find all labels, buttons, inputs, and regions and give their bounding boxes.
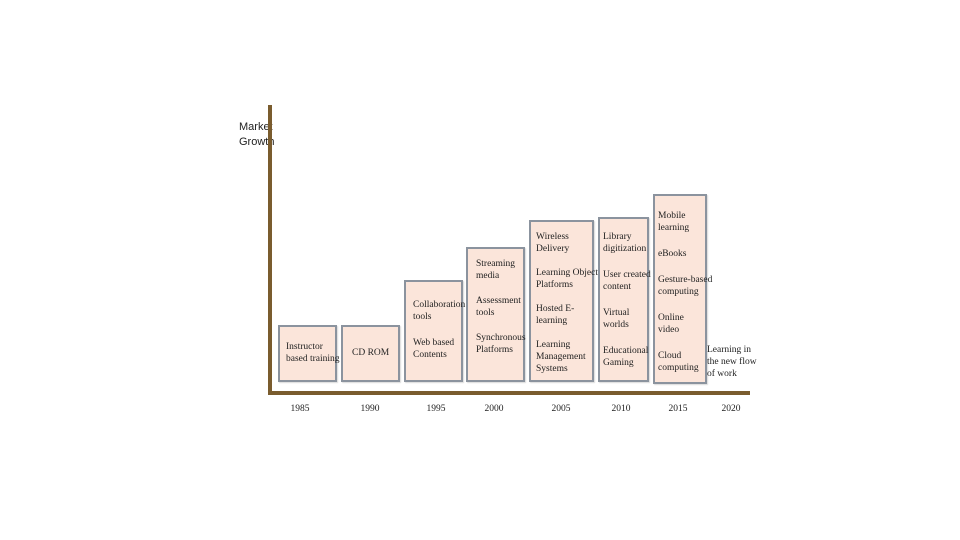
technology-item-line: Wireless [536, 232, 569, 242]
technology-item: Wireless Delivery [536, 231, 587, 255]
technology-item-line: media [476, 271, 500, 281]
year-tick-label: 2010 [611, 404, 631, 414]
technology-item-line: CD ROM [352, 348, 390, 358]
technology-item-line: User created [603, 270, 651, 280]
technology-item-line: Learning [536, 340, 571, 350]
technology-item: Synchronous Platforms [476, 332, 526, 356]
technology-item-line: Platforms [536, 280, 573, 290]
technology-item-line: content [603, 282, 631, 292]
technology-item: Educational Gaming [603, 345, 649, 369]
technology-item-line: learning [536, 316, 568, 326]
y-axis-label: Market Growth [239, 120, 274, 150]
technology-item: Learning Management Systems [536, 339, 587, 375]
technology-item-line: tools [413, 312, 432, 322]
technology-item-line: Delivery [536, 244, 570, 254]
year-tick-label: 2015 [668, 404, 688, 414]
technology-item-line: Educational [603, 346, 649, 356]
technology-item-line: Assessment [476, 296, 521, 306]
technology-item: Gesture-based computing [658, 274, 713, 298]
technology-item-line: Gesture-based [658, 275, 713, 285]
technology-item-line: Streaming [476, 259, 516, 269]
timeline-box-2010: Library digitization User created content Vi… [598, 217, 651, 382]
technology-item-line: Platforms [476, 345, 513, 355]
technology-item: User created content [603, 269, 651, 293]
end-note-line: Learning in [707, 345, 752, 355]
year-tick-label: 1995 [426, 404, 446, 414]
year-tick-label: 2005 [551, 404, 571, 414]
technology-item: Library digitization [603, 231, 647, 255]
technology-item-line: computing [658, 287, 699, 297]
technology-item: Mobile learning [658, 210, 702, 234]
technology-item: Streaming media [476, 258, 515, 282]
timeline-box-1990: CD ROM [341, 325, 400, 382]
timeline-box-2000: Streaming media Assessment tools Synchronous… [466, 247, 526, 382]
year-tick-label: 1985 [290, 404, 310, 414]
y-axis-label-line: Market [239, 121, 273, 133]
end-note-line: the new flow [707, 357, 757, 367]
technology-item-line: Online [658, 313, 684, 323]
y-axis-label-line: Growth [239, 136, 275, 148]
technology-item-line: Library [603, 232, 632, 242]
x-axis-line [268, 391, 750, 395]
technology-item-line: Learning Object [536, 268, 598, 278]
technology-item: Hosted E-learning [536, 303, 587, 327]
end-note-line: of work [707, 369, 737, 379]
timeline-box-2005: Wireless Delivery Learning Object Platforms… [529, 220, 598, 382]
technology-item-line: learning [658, 223, 690, 233]
technology-item-line: eBooks [658, 249, 687, 259]
year-tick-label: 1990 [360, 404, 380, 414]
timeline-box-1995: Collaboration tools Web based Contents [404, 280, 466, 382]
technology-item-line: tools [476, 308, 495, 318]
technology-item: Online video [658, 312, 702, 336]
year-tick-label: 2020 [721, 404, 741, 414]
timeline-box-1985: Instructor based training [278, 325, 340, 382]
technology-item: Assessment tools [476, 295, 521, 319]
technology-item-line: Web based [413, 338, 455, 348]
technology-item: eBooks [658, 248, 702, 260]
technology-item-line: Virtual [603, 308, 630, 318]
technology-item-line: Mobile [658, 211, 686, 221]
technology-item-line: Systems [536, 364, 568, 374]
technology-item-line: Gaming [603, 358, 634, 368]
technology-item-line: Cloud [658, 351, 682, 361]
technology-item-line: computing [658, 363, 699, 373]
technology-item-line: Contents [413, 350, 447, 360]
technology-item-line: Hosted E- [536, 304, 575, 314]
technology-item-line: worlds [603, 320, 629, 330]
technology-item-line: digitization [603, 244, 647, 254]
technology-item-line: Instructor [286, 342, 323, 352]
technology-item: Virtual worlds [603, 307, 644, 331]
timeline-box-2015: Mobile learning eBooks Gesture-based computi… [653, 194, 713, 384]
technology-item: Collaboration tools [413, 299, 466, 323]
end-note: Learning in the new flow of work [707, 344, 763, 380]
technology-item-line: Synchronous [476, 333, 526, 343]
technology-item: Web based Contents [413, 337, 454, 361]
technology-item: Cloud computing [658, 350, 702, 374]
technology-item-line: based training [286, 354, 340, 364]
technology-item: Instructor based training [286, 341, 340, 365]
technology-item-line: Collaboration [413, 300, 466, 310]
year-tick-label: 2000 [484, 404, 504, 414]
technology-item-line: video [658, 325, 680, 335]
technology-item: Learning Object Platforms [536, 267, 598, 291]
y-axis-line [268, 105, 272, 395]
technology-item: CD ROM [352, 347, 389, 359]
technology-item-line: Management [536, 352, 586, 362]
